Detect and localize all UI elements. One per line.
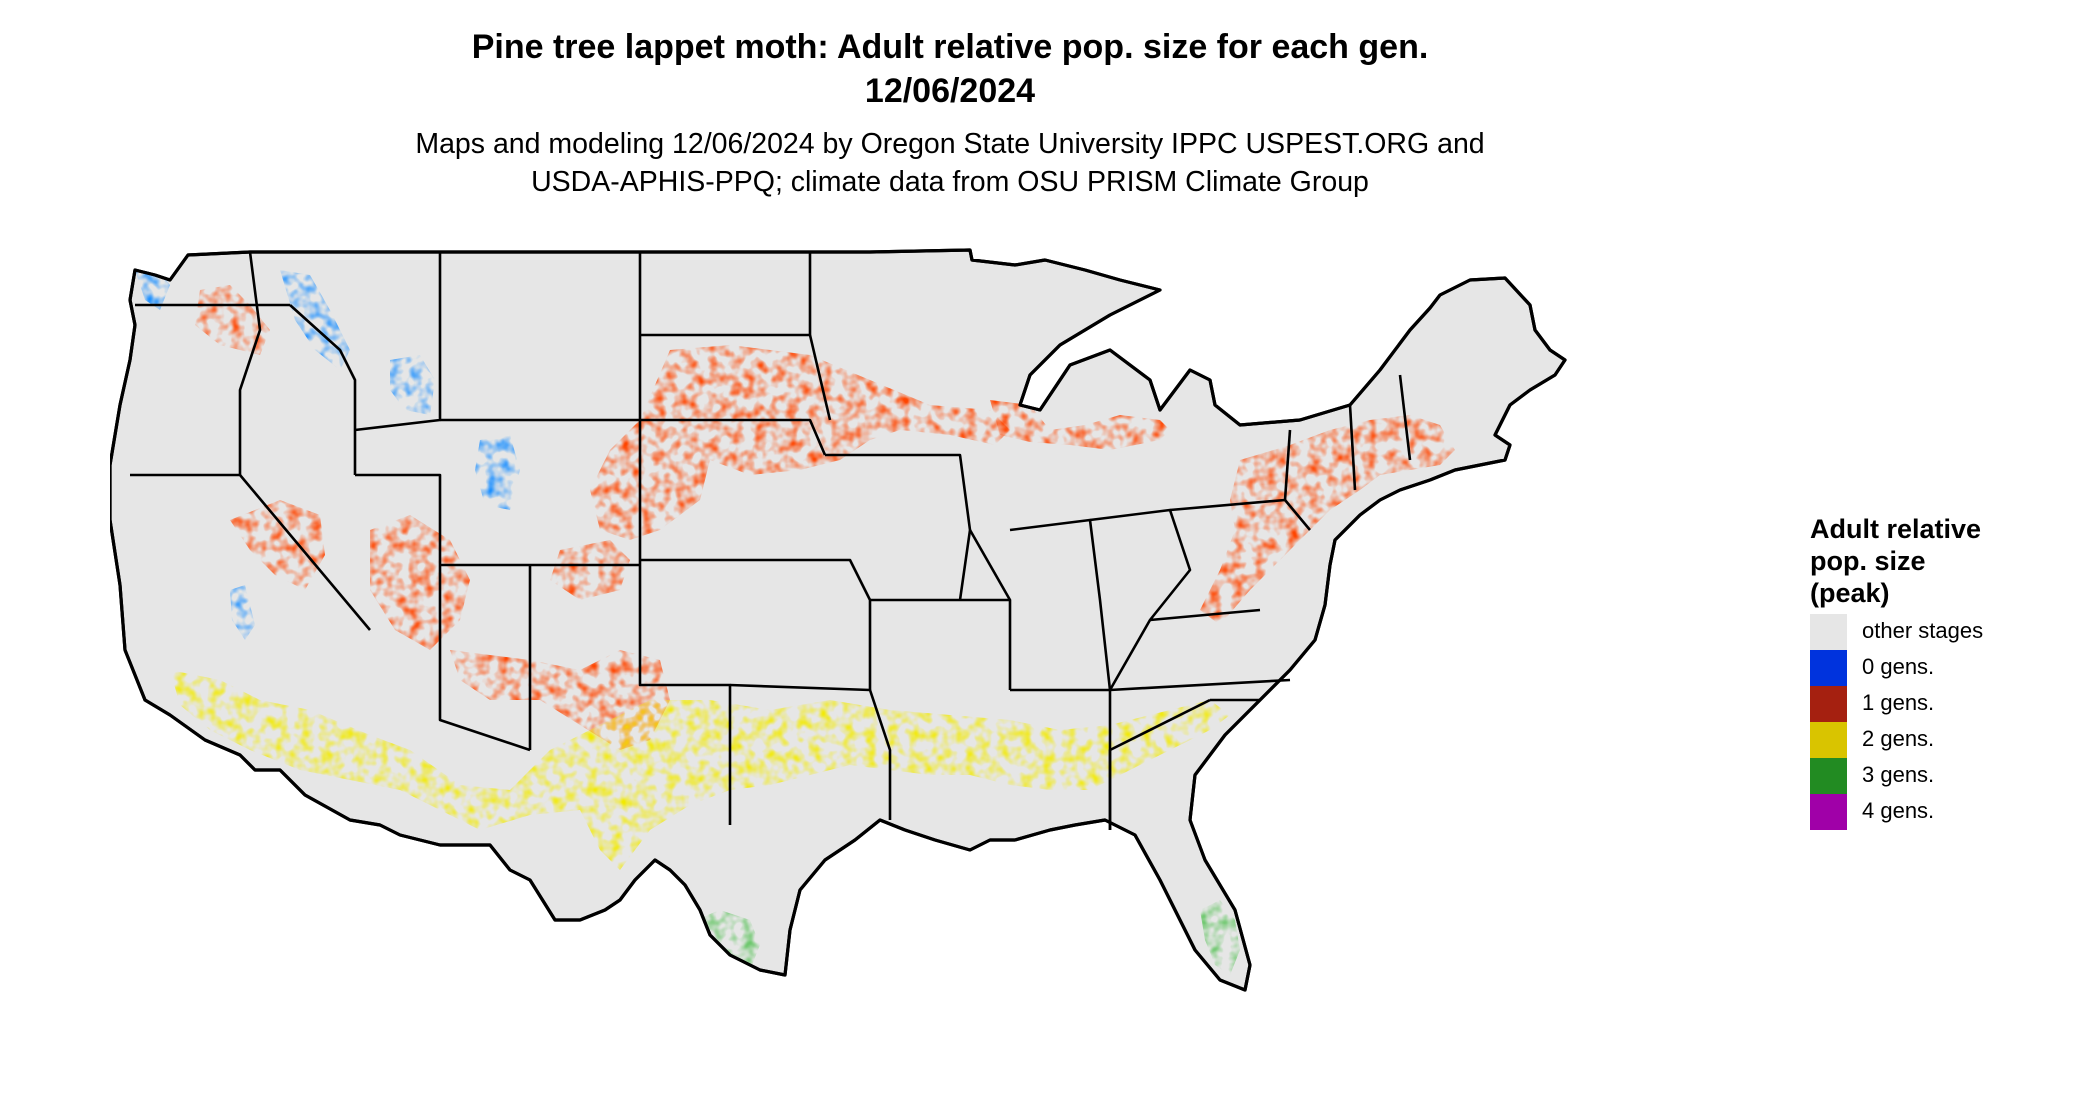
state-border [640, 558, 872, 690]
generation-zones [135, 265, 1455, 975]
zone-0gen-sierra [230, 585, 255, 640]
legend-label-1-gens: 1 gens. [1862, 690, 1935, 715]
zone-3gen-florida [1200, 900, 1240, 975]
state-border [808, 334, 832, 421]
legend-title-line3: (peak) [1810, 578, 1890, 608]
state-border [1149, 608, 1261, 622]
state-borders [130, 251, 1412, 830]
state-border [638, 560, 732, 825]
legend-title-line1: Adult relative [1810, 514, 1982, 544]
zone-1gen-oregon-washington [195, 285, 270, 355]
state-border [1348, 404, 1357, 491]
legend-swatch-other-stages [1810, 614, 1847, 650]
state-border [1283, 429, 1292, 501]
us-map [110, 248, 1567, 992]
map-title-line2: 12/06/2024 [864, 72, 1036, 110]
legend-swatch-3-gens [1810, 758, 1847, 794]
state-border [1398, 374, 1412, 461]
map-subtitle-line2: USDA-APHIS-PPQ; climate data from OSU PR… [531, 166, 1369, 198]
state-border [1108, 698, 1211, 830]
legend-label-3-gens: 3 gens. [1862, 762, 1935, 787]
legend-label-4-gens: 4 gens. [1862, 798, 1935, 823]
zone-1gen-west-basin [230, 500, 325, 590]
us-landmass [110, 248, 1567, 992]
state-border [355, 473, 442, 565]
legend-label-0-gens: 0 gens. [1862, 654, 1935, 679]
zone-0gen-wyoming [390, 355, 435, 415]
legend-swatch-0-gens [1810, 650, 1847, 686]
zone-1gen-utah-colorado [370, 515, 470, 650]
zone-0gen-colorado [475, 435, 520, 510]
state-border [825, 453, 972, 601]
state-border [1109, 678, 1291, 692]
legend-swatch-4-gens [1810, 794, 1847, 830]
map-title-line1: Pine tree lappet moth: Adult relative po… [471, 28, 1429, 66]
legend-label-2-gens: 2 gens. [1862, 726, 1935, 751]
zone-1gen-upper-midwest [990, 400, 1170, 450]
map-subtitle-line1: Maps and modeling 12/06/2024 by Oregon S… [415, 128, 1485, 160]
state-border [1089, 508, 1192, 691]
zone-0gen-northern-rockies [280, 270, 350, 370]
state-border [130, 473, 371, 631]
zone-1gen-great-plains [590, 345, 1010, 540]
zone-2gen-southern-belt [170, 670, 1230, 870]
state-border [238, 251, 262, 475]
legend-swatch-1-gens [1810, 686, 1847, 722]
state-border [968, 529, 1012, 601]
state-border [1009, 518, 1112, 691]
state-border [289, 304, 357, 475]
state-border [438, 565, 531, 752]
zone-1gen-northeast [1200, 415, 1455, 625]
zone-1gen-new-mexico [550, 540, 630, 600]
legend-title-line2: pop. size [1810, 546, 1926, 576]
legend-swatch-2-gens [1810, 722, 1847, 758]
us-outline [110, 248, 1567, 992]
state-border [640, 418, 827, 456]
legend-label-other-stages: other stages [1862, 618, 1984, 643]
state-border [729, 683, 892, 820]
zone-3gen-south-texas [695, 910, 760, 970]
legend-title: Adult relative pop. size (peak) [1810, 513, 2070, 609]
